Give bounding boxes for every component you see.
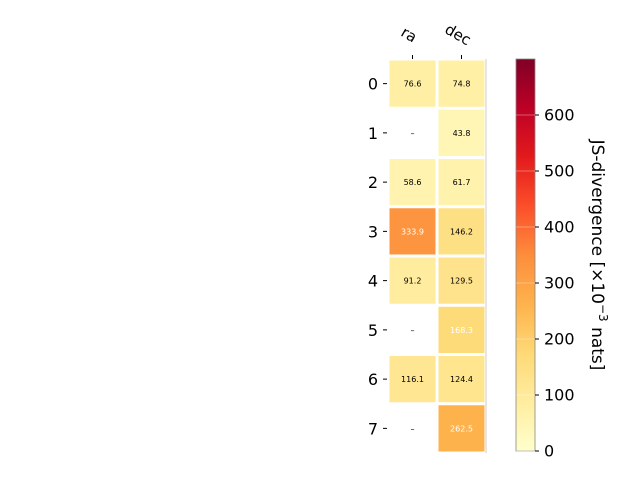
heatmap-cell [389, 159, 436, 206]
row-labels: 0 1 2 3 4 5 6 7 [368, 75, 387, 438]
cell-missing-label: – [411, 129, 415, 138]
heatmap-grid: 76.6 74.8 – 43.8 58.6 61.7 333.9 146.2 91.2 129.5… [389, 59, 487, 453]
cell-value-label: 116.1 [401, 375, 424, 384]
heatmap-cell [438, 208, 485, 255]
column-label: dec [442, 20, 474, 49]
row-label: 3 [368, 222, 378, 241]
heatmap-cell [438, 257, 485, 304]
cell-value-label: 74.8 [453, 80, 471, 89]
cell-value-label: 262.5 [450, 424, 473, 433]
colorbar-label: JS-divergence [×10−3 nats] [587, 139, 610, 371]
heatmap-cell [389, 257, 436, 304]
cell-missing-label: – [411, 326, 415, 335]
row-label: 7 [368, 419, 378, 438]
colorbar-label-exponent: −3 [596, 304, 610, 322]
cell-value-label: 76.6 [404, 80, 422, 89]
heatmap-cell [438, 306, 485, 353]
colorbar-tick-label: 100 [544, 386, 575, 405]
cell-value-label: 61.7 [453, 178, 471, 187]
heatmap-cell [438, 60, 485, 107]
colorbar-tick-label: 400 [544, 218, 575, 237]
cell-missing-label: – [411, 424, 415, 433]
cell-value-label: 91.2 [404, 277, 422, 286]
colorbar-tick-label: 200 [544, 330, 575, 349]
colorbar-tick-label: 300 [544, 274, 575, 293]
colorbar-tick-label: 600 [544, 106, 575, 125]
row-label: 2 [368, 173, 378, 192]
cell-value-label: 124.4 [450, 375, 473, 384]
colorbar-tick-label: 500 [544, 162, 575, 181]
heatmap-cell [438, 109, 485, 156]
heatmap-cell [438, 405, 485, 452]
row-label: 6 [368, 370, 378, 389]
row-label: 4 [368, 272, 378, 291]
column-label: ra [398, 23, 420, 46]
colorbar-gradient [515, 58, 536, 452]
heatmap-cell [438, 159, 485, 206]
row-label: 0 [368, 75, 378, 94]
heatmap-cell [389, 60, 436, 107]
cell-value-label: 58.6 [404, 178, 422, 187]
column-labels: ra dec [398, 20, 474, 59]
colorbar-tick-label: 0 [544, 442, 554, 461]
cell-value-label: 168.3 [450, 326, 473, 335]
colorbar-label-suffix: nats] [587, 322, 607, 371]
cell-value-label: 333.9 [401, 227, 424, 236]
heatmap-cell [389, 356, 436, 403]
colorbar-label-prefix: JS-divergence [×10 [587, 139, 607, 304]
cell-value-label: 43.8 [453, 129, 471, 138]
cell-value-label: 146.2 [450, 227, 473, 236]
heatmap-cell [389, 208, 436, 255]
heatmap-cell [438, 356, 485, 403]
row-label: 1 [368, 124, 378, 143]
colorbar: 0 100 200 300 400 500 600 [515, 58, 575, 461]
row-label: 5 [368, 321, 378, 340]
cell-value-label: 129.5 [450, 277, 473, 286]
